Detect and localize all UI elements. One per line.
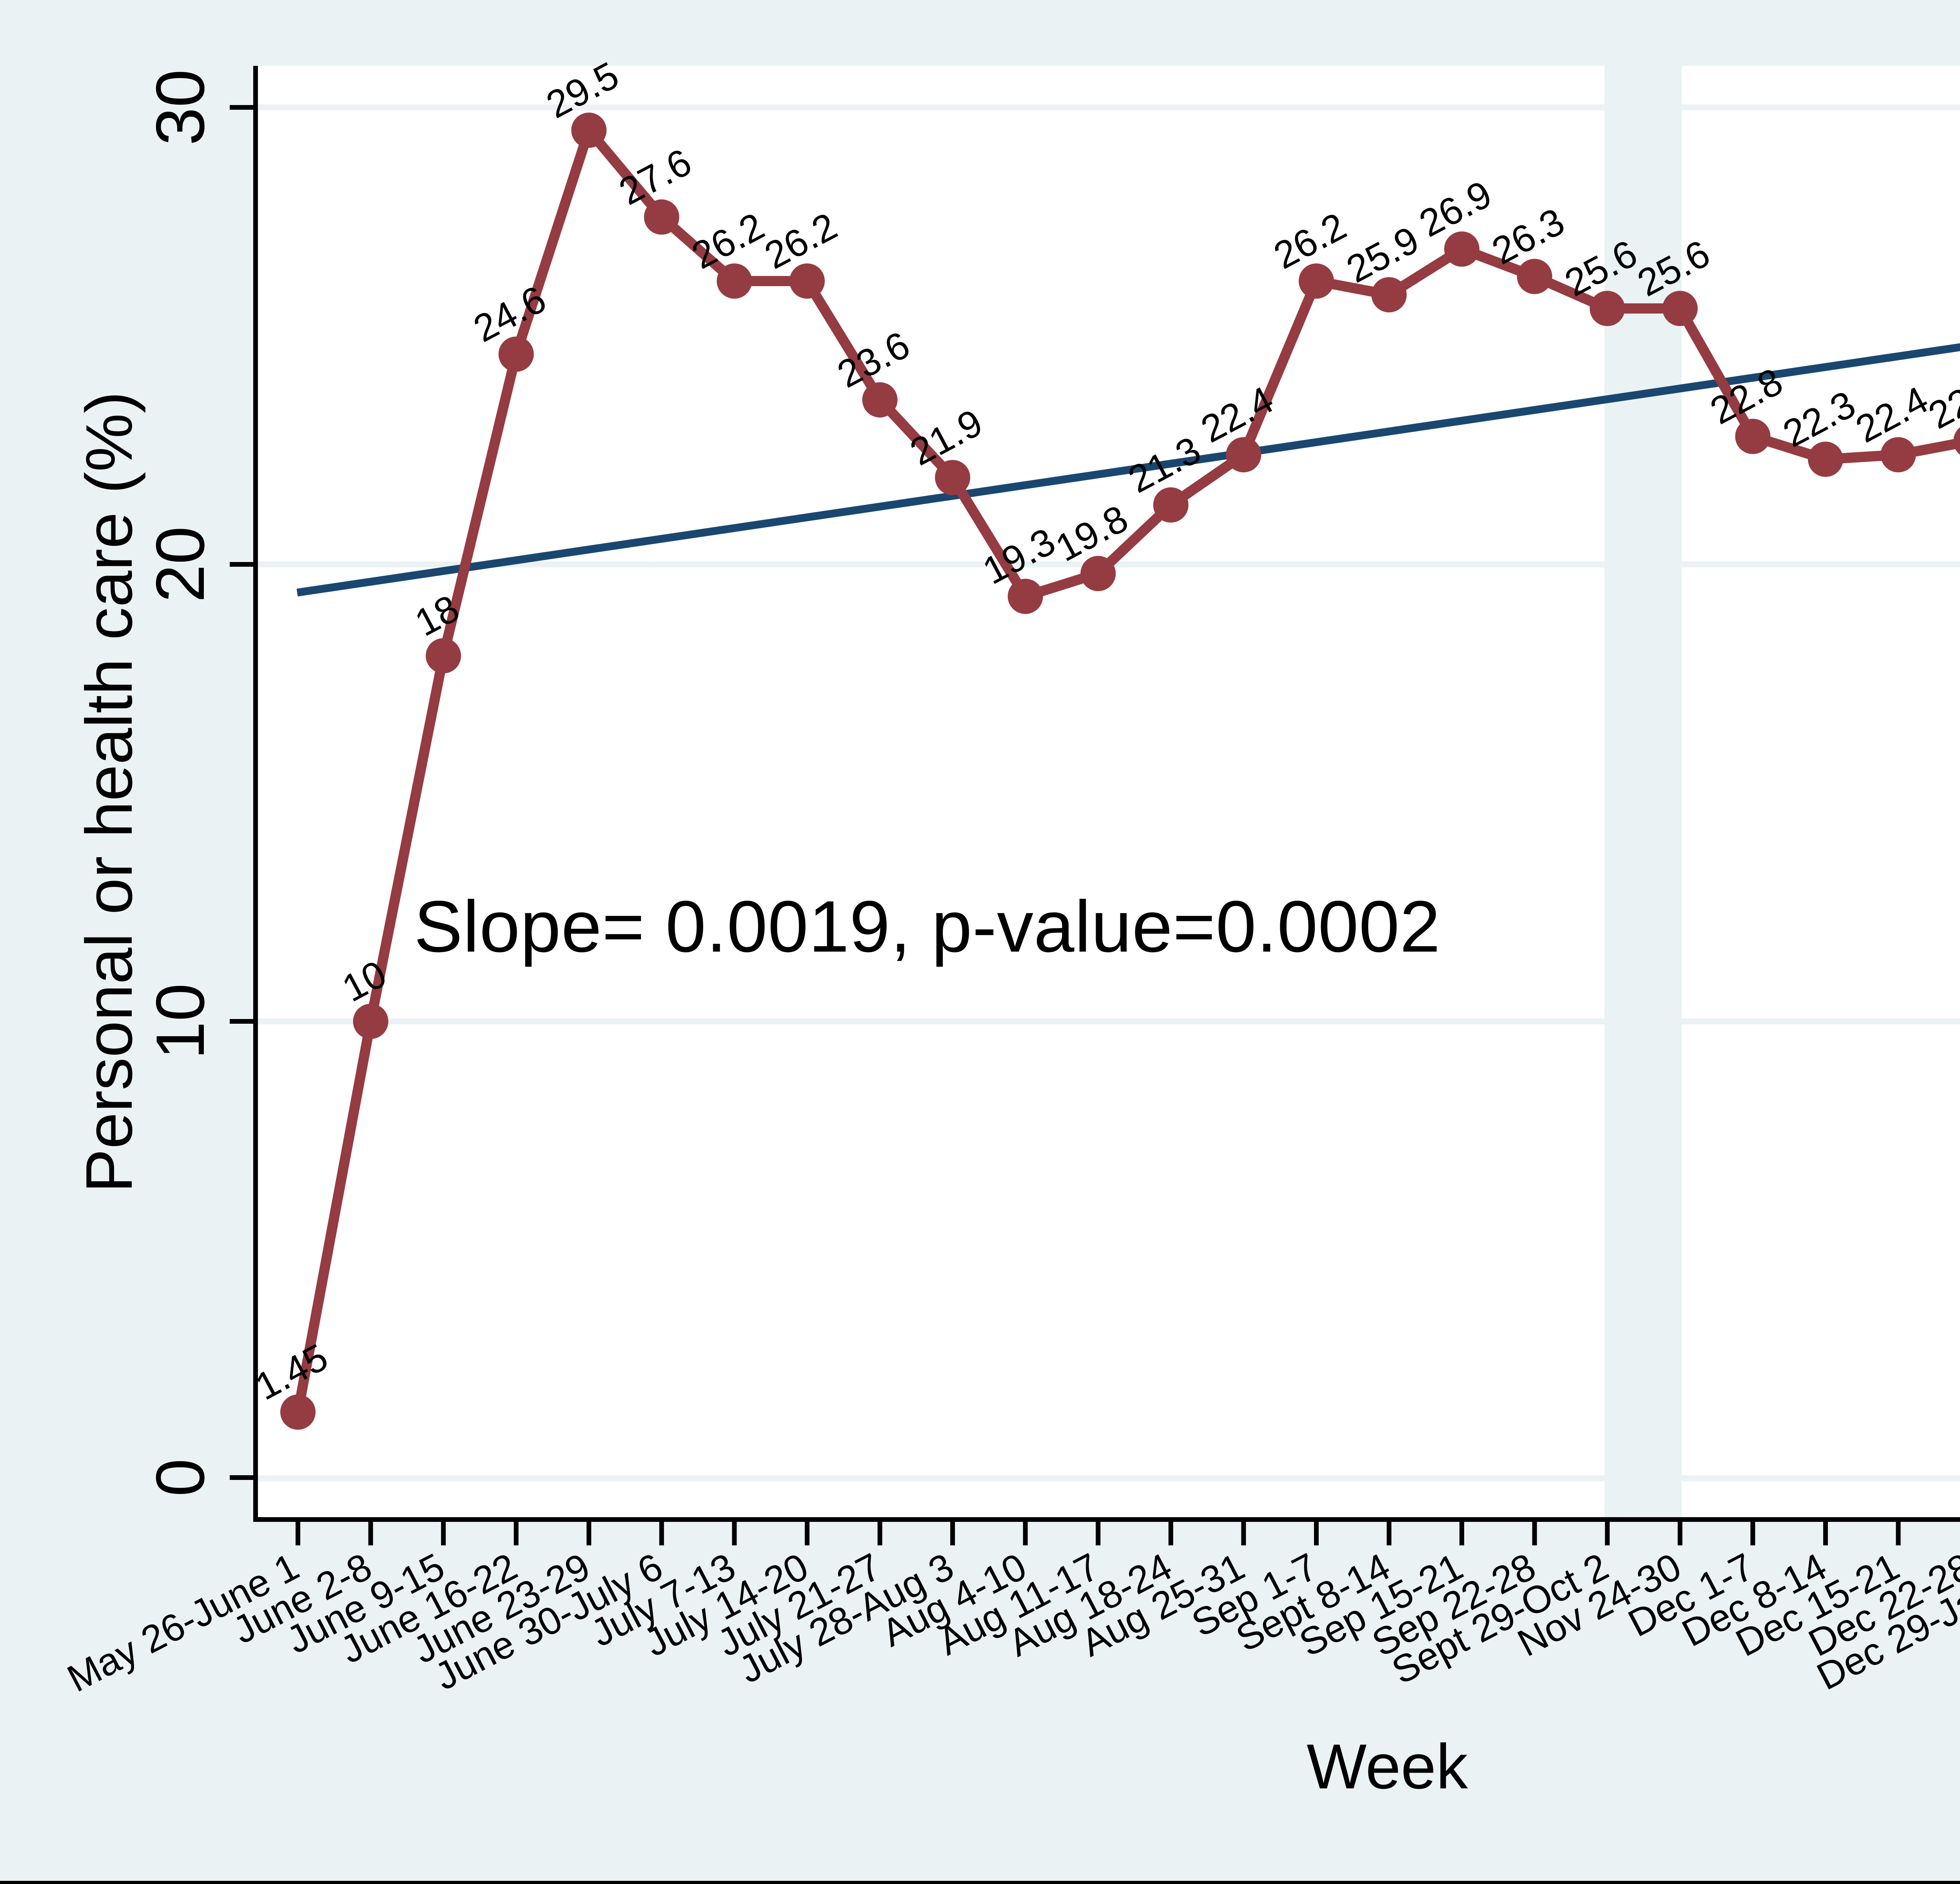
svg-text:0: 0	[142, 1458, 219, 1496]
svg-text:Week: Week	[1307, 1731, 1468, 1802]
svg-text:10: 10	[142, 983, 219, 1060]
svg-text:20: 20	[142, 526, 219, 603]
svg-text:Slope= 0.0019, p-value=0.0002: Slope= 0.0019, p-value=0.0002	[414, 886, 1441, 967]
svg-text:30: 30	[142, 69, 219, 146]
svg-text:Personal or health care (%): Personal or health care (%)	[72, 392, 146, 1193]
